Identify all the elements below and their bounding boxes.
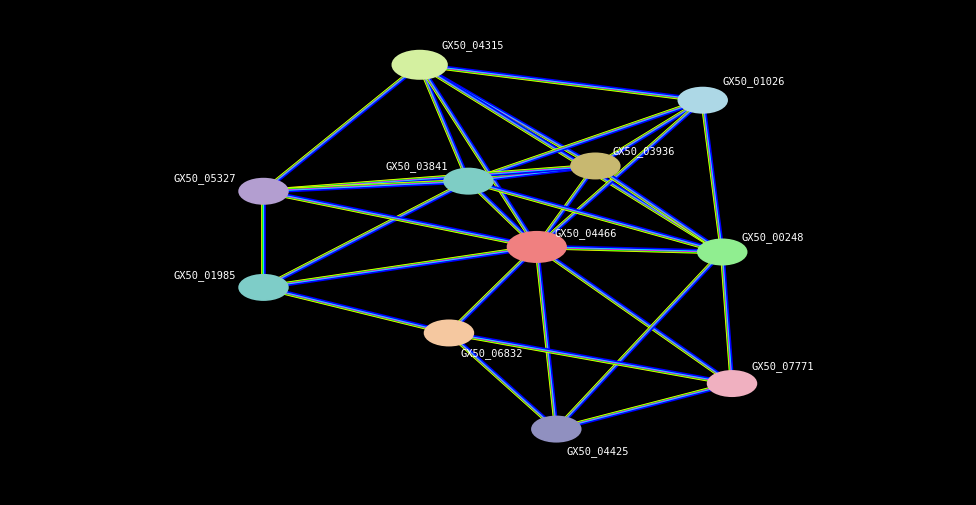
Circle shape — [698, 240, 747, 265]
Circle shape — [239, 275, 288, 300]
Text: GX50_04466: GX50_04466 — [554, 228, 617, 239]
Circle shape — [508, 232, 566, 263]
Text: GX50_01026: GX50_01026 — [722, 76, 785, 87]
Circle shape — [239, 179, 288, 205]
Text: GX50_06832: GX50_06832 — [461, 347, 523, 358]
Circle shape — [571, 154, 620, 179]
Circle shape — [678, 88, 727, 114]
Circle shape — [425, 321, 473, 346]
Text: GX50_04425: GX50_04425 — [566, 445, 629, 456]
Text: GX50_01985: GX50_01985 — [174, 270, 236, 281]
Text: GX50_00248: GX50_00248 — [742, 232, 804, 243]
Text: GX50_03936: GX50_03936 — [613, 146, 675, 157]
Circle shape — [532, 417, 581, 442]
Text: GX50_04315: GX50_04315 — [441, 40, 504, 51]
Circle shape — [708, 371, 756, 396]
Circle shape — [444, 169, 493, 194]
Text: GX50_07771: GX50_07771 — [752, 361, 814, 372]
Circle shape — [392, 52, 447, 80]
Text: GX50_05327: GX50_05327 — [174, 172, 236, 183]
Text: GX50_03841: GX50_03841 — [386, 161, 448, 172]
